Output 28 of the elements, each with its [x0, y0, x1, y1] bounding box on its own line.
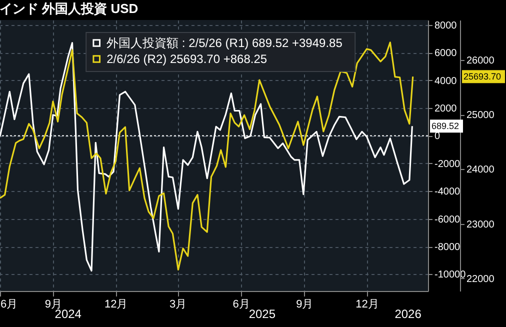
y-tick-label: -8000: [434, 242, 461, 254]
text: 689.52: [432, 121, 460, 132]
y2-tick-label: 24000: [466, 164, 495, 176]
y-tick-label: -6000: [434, 214, 461, 226]
x-tick-label: 12月: [356, 298, 379, 310]
y-tick-label: 4000: [434, 76, 458, 87]
y-tick-label: -10000: [434, 270, 466, 281]
x-tick-label: 3月: [169, 298, 187, 310]
text: 2026: [394, 307, 422, 321]
legend-label: 2/6/26 (R2) 25693.70 +868.25: [106, 52, 268, 66]
x-tick-label: 6月: [232, 298, 250, 310]
text: 25693.70: [464, 72, 502, 82]
y2-tick-label: 23000: [466, 219, 495, 230]
y2-tick-label: 26000: [466, 55, 495, 66]
x-tick-label: 12月: [104, 298, 128, 310]
x-tick-label: 9月: [296, 298, 314, 310]
y-tick-label: -4000: [434, 186, 461, 198]
y2-tick-label: 25000: [466, 110, 495, 122]
y-tick-label: -2000: [434, 158, 461, 170]
text: 2025: [248, 307, 276, 321]
x-tick-label: 6月: [0, 298, 18, 310]
y-tick-label: 6000: [434, 48, 458, 60]
chart-title: インド 外国人投資 USD: [0, 0, 138, 16]
legend-label: 外国人投資額 : 2/5/26 (R1) 689.52 +3949.85: [106, 36, 343, 50]
x-tick-label: 9月: [44, 298, 62, 310]
y-tick-label: 2000: [434, 103, 458, 114]
y-tick-label: 8000: [434, 20, 458, 32]
y2-tick-label: 22000: [466, 274, 495, 285]
